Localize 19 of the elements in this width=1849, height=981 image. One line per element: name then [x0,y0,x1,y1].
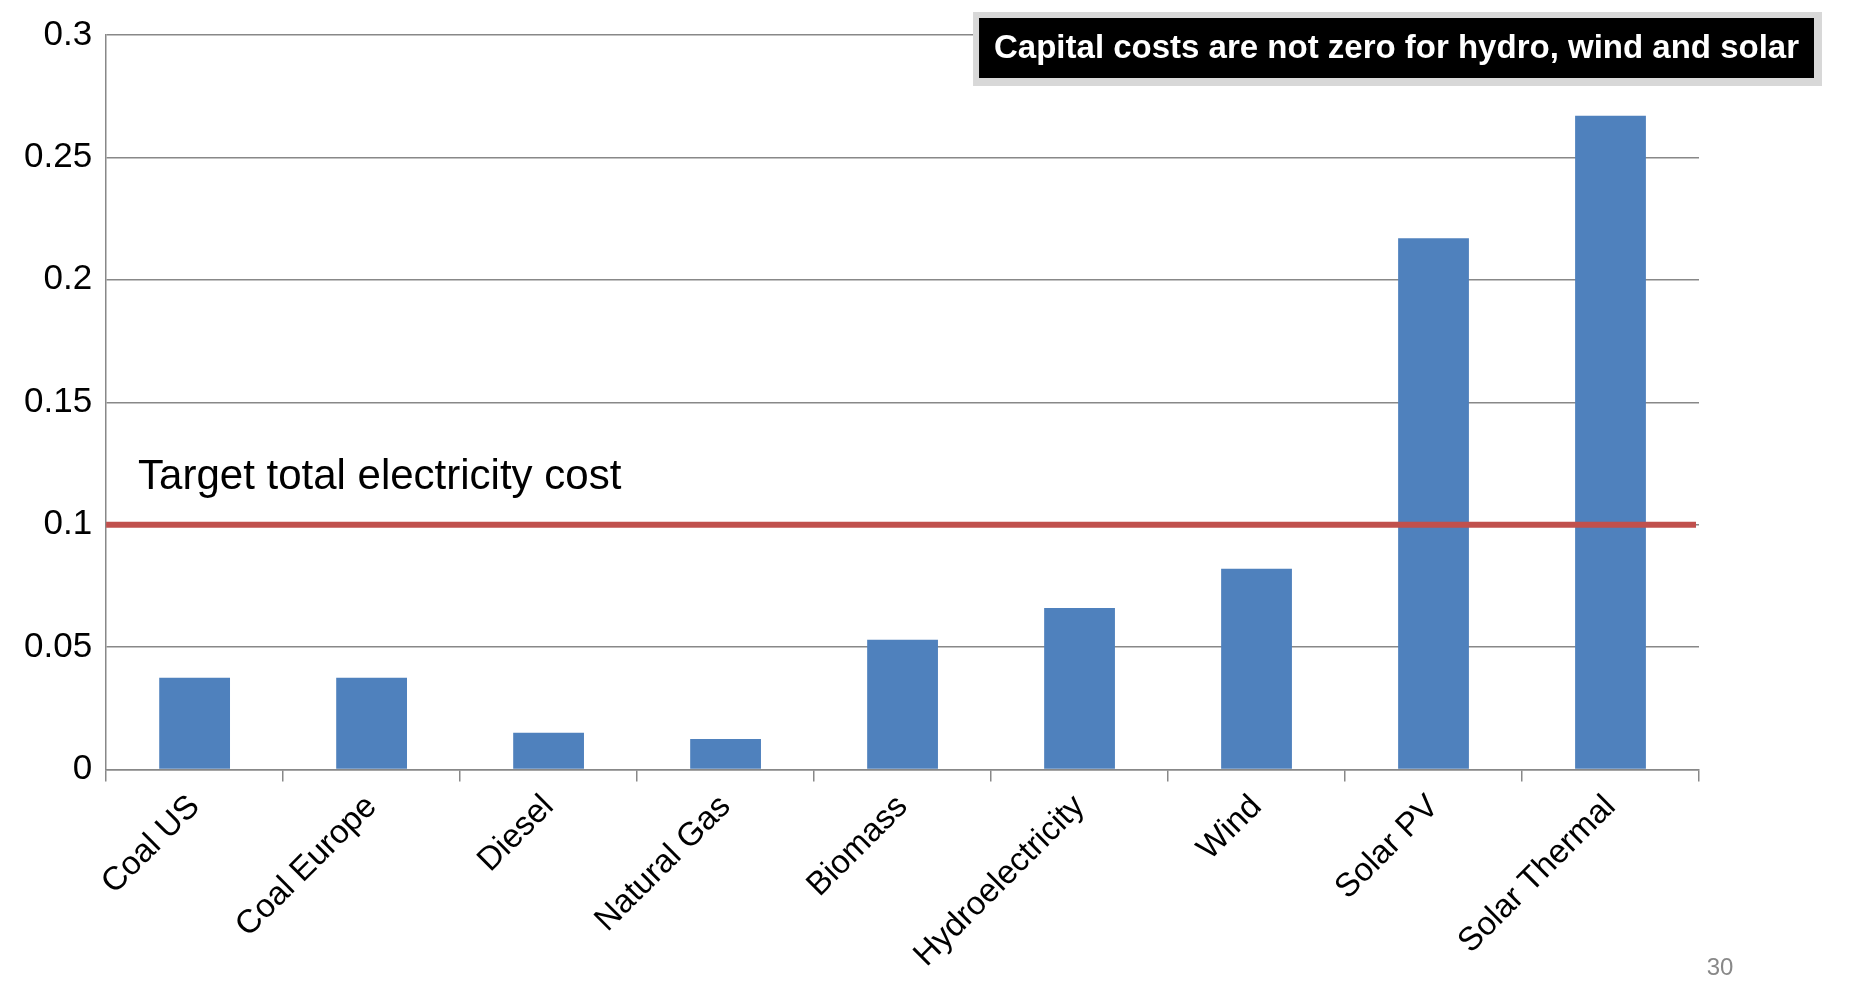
y-tick-label: 0.15 [24,379,93,419]
bar [336,677,407,769]
bar [513,732,584,769]
y-tick-label: 0 [72,747,93,787]
bar [1575,115,1646,769]
annotation: Capital costs are not zero for hydro, wind and solar [994,28,1800,66]
y-tick-label: 0.1 [43,502,93,542]
bar [159,677,231,769]
y-tick-label: 0.05 [24,624,93,664]
y-tick-label: 0.25 [24,135,93,175]
y-tick-label: 0.3 [43,12,93,52]
y-tick-label: 0.2 [43,257,93,297]
ref-line-label: Target total electricity cost [138,451,622,499]
bar [1044,607,1115,769]
bar [1398,238,1469,769]
bar [690,738,761,769]
text: 30 [1706,952,1734,980]
bar [1221,568,1292,769]
bar [867,639,938,769]
